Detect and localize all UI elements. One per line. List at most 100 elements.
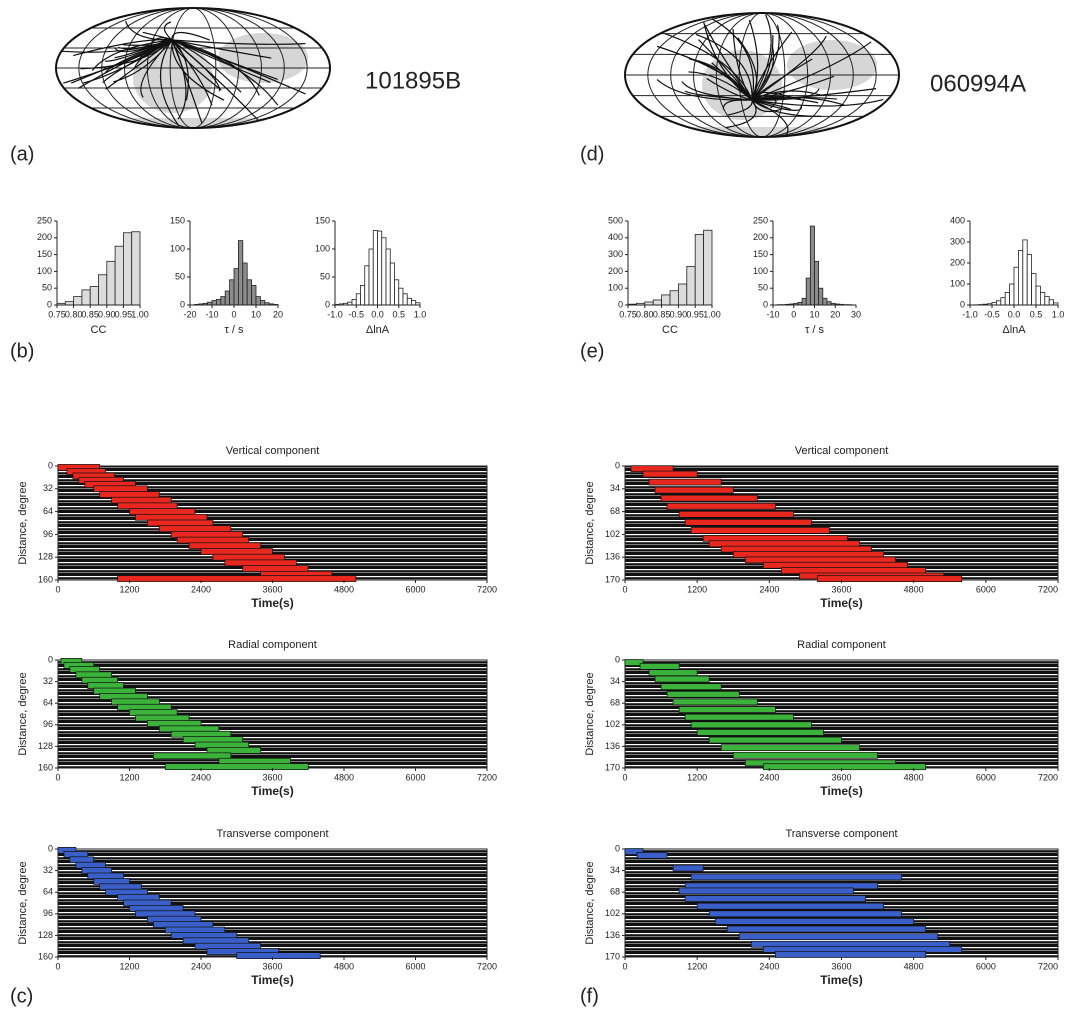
- x-tick-label: 6000: [976, 772, 996, 782]
- y-tick-label: 160: [38, 951, 53, 961]
- x-axis-label: CC: [91, 324, 107, 336]
- x-tick-label: 6000: [405, 772, 425, 782]
- x-tick-label: -1.0: [962, 309, 978, 319]
- x-tick-label: -1.0: [327, 309, 343, 319]
- x-tick-label: 7200: [477, 584, 497, 594]
- hist-bar: [230, 280, 234, 305]
- x-tick-label: 0.85: [81, 309, 99, 319]
- x-tick-label: 6000: [976, 961, 996, 971]
- hist-bar: [1005, 292, 1009, 305]
- window: [715, 918, 913, 924]
- y-tick-label: 64: [43, 887, 53, 897]
- y-tick-label: 136: [605, 552, 620, 562]
- hist-bar: [1001, 298, 1005, 305]
- y-tick-label: 50: [175, 271, 185, 281]
- y-tick-label: 0: [325, 299, 330, 309]
- hist-bar: [369, 249, 373, 305]
- y-tick-label: 136: [605, 930, 620, 940]
- y-tick-label: 250: [753, 215, 768, 225]
- window: [691, 874, 901, 880]
- hist-bar: [212, 301, 216, 305]
- y-tick-label: 300: [608, 249, 623, 259]
- y-tick-label: 68: [610, 698, 620, 708]
- x-tick-label: 0.75: [619, 309, 637, 319]
- hist-bar: [827, 302, 831, 305]
- hist-bar: [252, 285, 256, 305]
- y-tick-label: 32: [43, 483, 53, 493]
- hist-bar: [390, 263, 394, 305]
- hist-bar: [65, 302, 73, 305]
- x-tick-label: 2400: [191, 584, 211, 594]
- hist-bar: [107, 261, 115, 305]
- window: [679, 511, 793, 517]
- hist-bar: [1027, 255, 1031, 305]
- y-axis-label: Distance, degree: [584, 861, 596, 944]
- window: [201, 549, 273, 555]
- hist-bar: [382, 238, 386, 305]
- x-tick-label: 1.00: [703, 309, 721, 319]
- y-axis-label: Distance, degree: [17, 861, 29, 944]
- y-tick-label: 100: [315, 243, 330, 253]
- x-tick-label: 0.90: [98, 309, 116, 319]
- y-tick-label: 400: [608, 232, 623, 242]
- hist-bar: [819, 288, 823, 305]
- panel-label: (f): [580, 985, 599, 1007]
- y-tick-label: 50: [42, 283, 52, 293]
- x-tick-label: 0.80: [636, 309, 654, 319]
- hist-bar: [221, 297, 225, 305]
- x-tick-label: -20: [183, 309, 196, 319]
- panel-label: (b): [10, 340, 34, 362]
- y-tick-label: 0: [180, 299, 185, 309]
- hist-bar: [225, 291, 229, 305]
- window: [640, 663, 679, 669]
- window: [685, 519, 811, 525]
- x-tick-label: 2400: [759, 772, 779, 782]
- x-tick-label: 20: [273, 309, 283, 319]
- hist-bar: [407, 298, 411, 305]
- x-tick-label: 0.85: [653, 309, 671, 319]
- chart-title: Transverse component: [216, 828, 328, 840]
- x-tick-label: 0.5: [392, 309, 405, 319]
- hist-bar: [695, 234, 703, 305]
- x-tick-label: 0.95: [686, 309, 704, 319]
- window: [94, 486, 148, 492]
- hist-bar: [704, 230, 712, 305]
- x-tick-label: -0.5: [984, 309, 1000, 319]
- window: [697, 903, 883, 909]
- y-tick-label: 128: [38, 741, 53, 751]
- trace-background: [58, 660, 487, 768]
- y-tick-label: 102: [605, 719, 620, 729]
- hist-bar: [90, 287, 98, 305]
- hist-bar: [403, 294, 407, 305]
- x-tick-label: -10: [766, 309, 779, 319]
- x-tick-label: 0: [622, 961, 627, 971]
- y-tick-label: 96: [43, 719, 53, 729]
- panel-label: (d): [580, 143, 604, 165]
- x-tick-label: 0: [791, 309, 796, 319]
- x-tick-label: 4800: [904, 961, 924, 971]
- y-tick-label: 0: [618, 299, 623, 309]
- y-tick-label: 100: [37, 266, 52, 276]
- y-tick-label: 100: [950, 278, 965, 288]
- y-tick-label: 200: [37, 232, 52, 242]
- window: [159, 526, 231, 532]
- hist-bar: [1018, 250, 1022, 305]
- hist-bar: [1014, 267, 1018, 305]
- hist-bar: [132, 232, 140, 305]
- window: [130, 509, 196, 515]
- y-tick-label: 150: [753, 249, 768, 259]
- x-tick-label: 4800: [334, 772, 354, 782]
- hist-bar: [256, 297, 260, 305]
- window: [118, 576, 356, 582]
- hist-bar: [670, 291, 678, 305]
- hist-bar: [238, 241, 242, 305]
- hist-bar: [216, 299, 220, 305]
- hist-bar: [386, 249, 390, 305]
- hist-bar: [260, 301, 264, 305]
- y-tick-label: 170: [605, 762, 620, 772]
- y-tick-label: 128: [38, 552, 53, 562]
- x-tick-label: 7200: [477, 772, 497, 782]
- x-axis-label: Time(s): [251, 784, 293, 798]
- x-tick-label: 1.00: [131, 309, 149, 319]
- x-tick-label: 3600: [262, 584, 282, 594]
